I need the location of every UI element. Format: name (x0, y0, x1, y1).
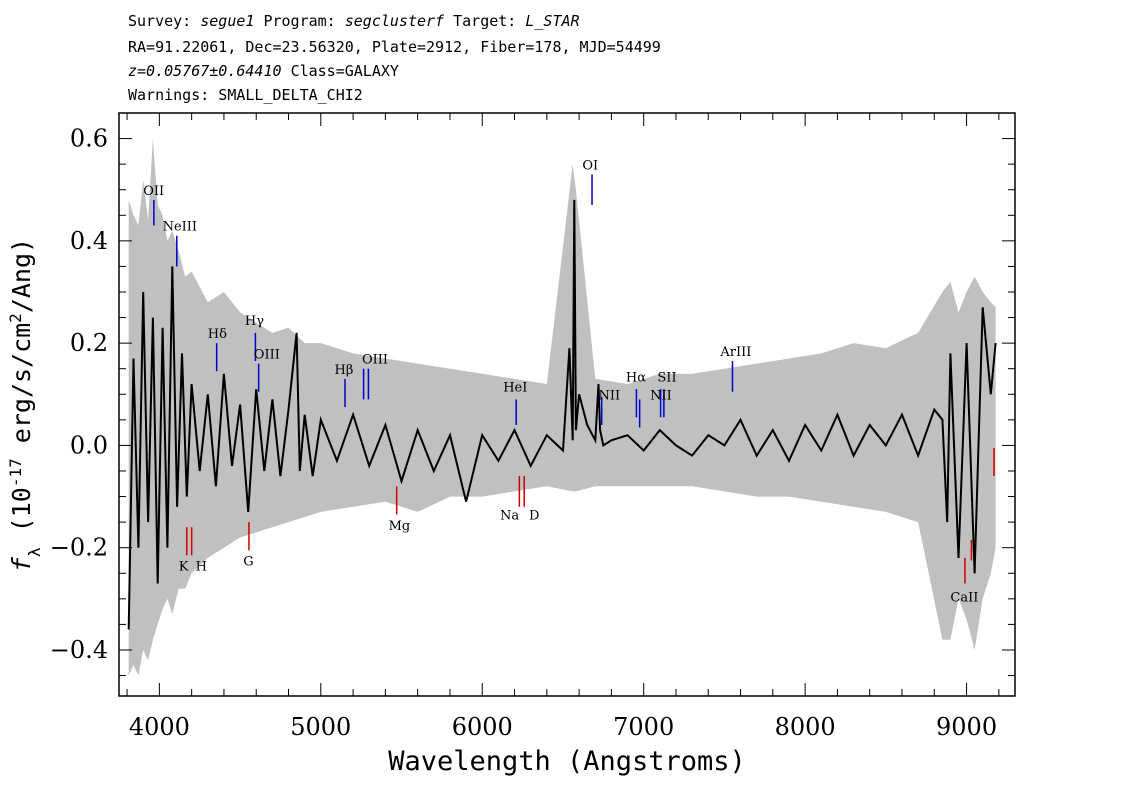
y-tick-label: 0.2 (70, 329, 108, 357)
line-label: NII (650, 388, 672, 403)
x-axis-label: Wavelength (Angstroms) (388, 746, 746, 777)
survey-value: segue1 (200, 12, 255, 30)
line-label: OIII (254, 347, 280, 362)
line-label: Mg (389, 519, 411, 534)
y-axis-label-unit: erg/s/cm (7, 323, 36, 458)
y-tick-label: 0.6 (70, 125, 108, 153)
x-tick-label: 9000 (936, 713, 997, 741)
header-line-2: RA=91.22061, Dec=23.56320, Plate=2912, F… (128, 38, 661, 56)
x-tick-label: 6000 (452, 713, 513, 741)
header-line-1: Survey: segue1 Program: segclusterf Targ… (128, 12, 580, 30)
line-label: NII (598, 388, 620, 403)
y-axis-label-exp: -17 (6, 458, 25, 487)
x-tick-label: 8000 (775, 713, 836, 741)
y-tick-label: −0.2 (50, 534, 108, 562)
line-label: ArIII (719, 345, 751, 360)
error-band (128, 138, 996, 676)
target-value: L_STAR (525, 12, 580, 30)
line-label: D (529, 509, 539, 524)
x-tick-label: 4000 (129, 713, 190, 741)
y-tick-label: 0.4 (70, 227, 108, 255)
line-label: OI (582, 158, 598, 173)
header-line-3: z=0.05767±0.64410 Class=GALAXY (128, 62, 399, 80)
line-label: Na (500, 509, 519, 524)
target-label: Target: (453, 12, 517, 30)
line-label: Hα (626, 370, 646, 385)
line-label: K (179, 560, 189, 575)
line-label: SII (657, 370, 676, 385)
line-label: Hδ (208, 327, 227, 342)
flux-line (127, 199, 997, 630)
line-label: OIII (362, 353, 388, 368)
line-label: NeIII (163, 220, 197, 235)
y-axis-label-f: f (7, 556, 36, 572)
line-label: G (243, 555, 253, 570)
x-tick-label: 5000 (290, 713, 351, 741)
line-label: Hβ (335, 363, 354, 378)
survey-label: Survey: (128, 12, 192, 30)
line-label: Hγ (245, 314, 264, 329)
class-value: Class=GALAXY (290, 62, 399, 80)
program-value: segclusterf (344, 12, 445, 30)
program-label: Program: (263, 12, 336, 30)
line-label: HeI (503, 381, 527, 396)
header-line-4: Warnings: SMALL_DELTA_CHI2 (128, 86, 363, 104)
y-axis-label-sq: 2 (6, 313, 25, 323)
y-tick-label: −0.4 (50, 636, 108, 664)
y-axis-label: fλ (10-17 erg/s/cm2/Ang) (6, 238, 44, 572)
line-label: H (196, 560, 207, 575)
line-label: OII (143, 184, 164, 199)
line-label: CaII (950, 590, 978, 605)
y-axis-label-rest: (10 (7, 487, 36, 547)
plot-frame (118, 112, 1016, 697)
redshift-value: z=0.05767±0.64410 (128, 62, 282, 80)
y-tick-label: 0.0 (70, 431, 108, 459)
y-axis-label-sub: λ (25, 547, 44, 557)
y-axis-label-end: /Ang) (7, 238, 36, 313)
x-tick-label: 7000 (613, 713, 674, 741)
